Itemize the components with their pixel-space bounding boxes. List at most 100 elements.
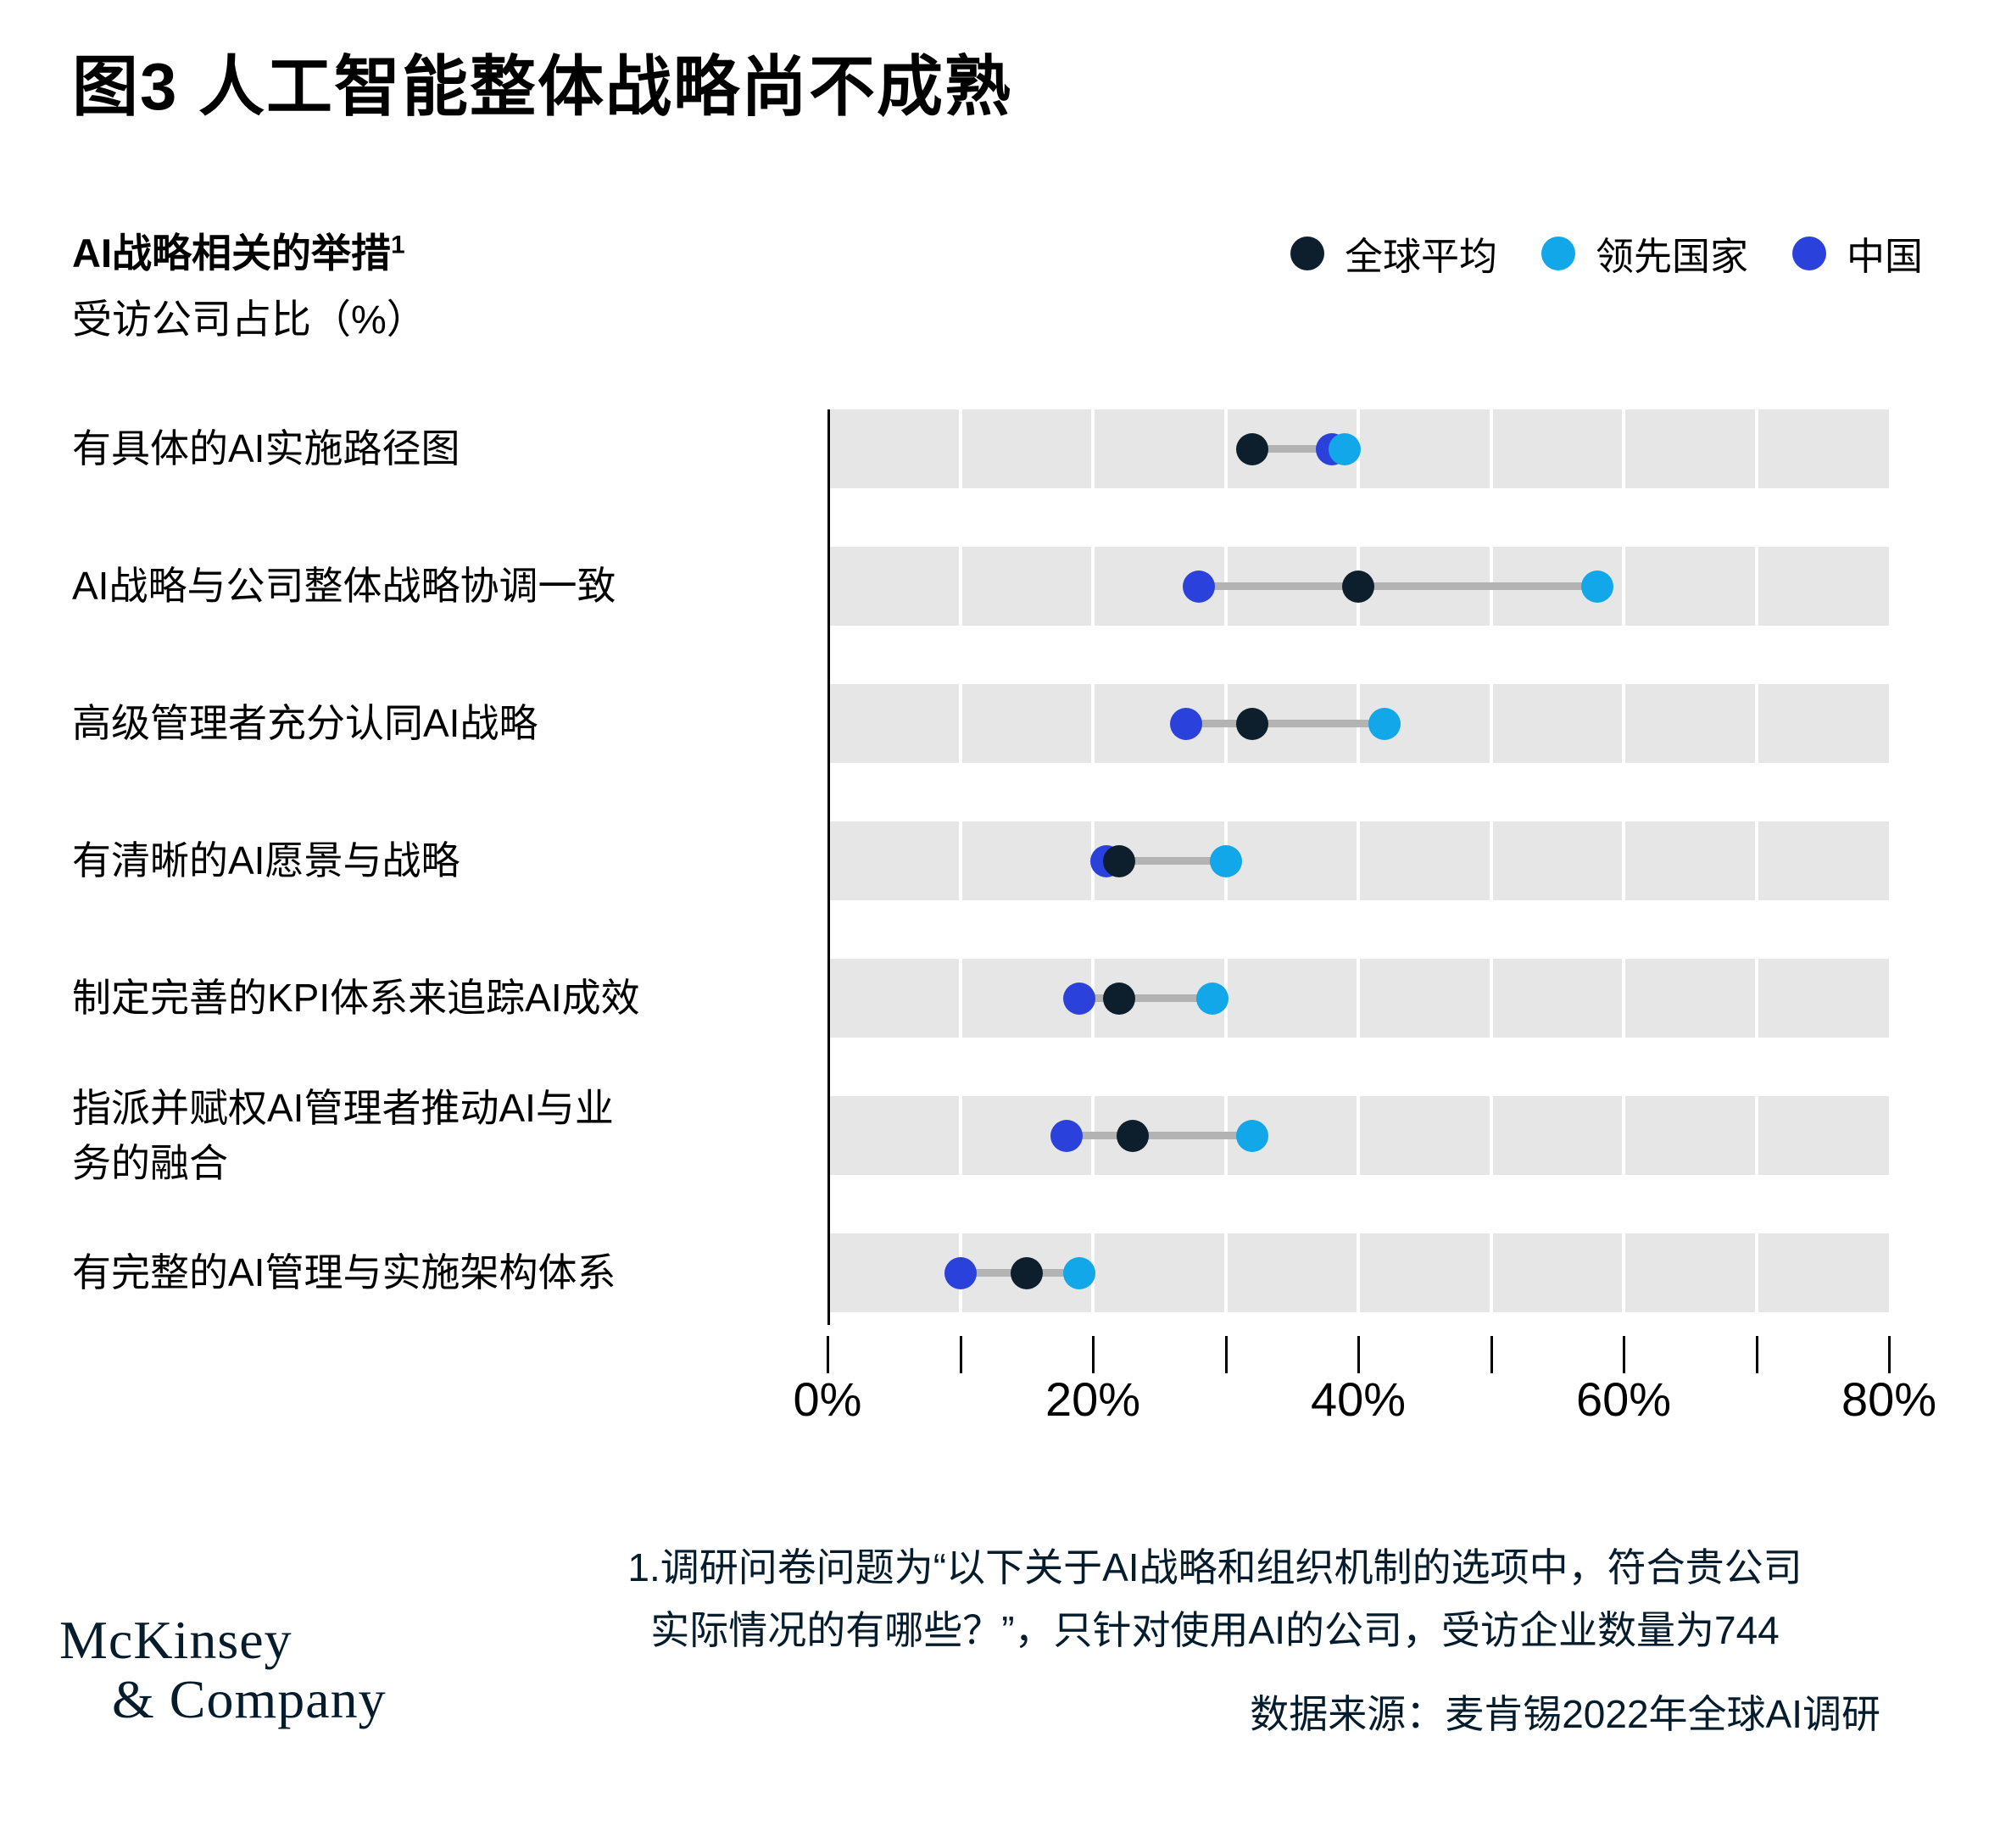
gridline-gap	[1754, 959, 1758, 1038]
data-dot-leading	[1329, 432, 1362, 465]
legend-label-leading: 领先国家	[1595, 235, 1748, 278]
gridline-gap	[958, 1096, 962, 1175]
category-label-line: 有具体的AI实施路径图	[72, 426, 460, 470]
data-dot-global	[1342, 570, 1374, 603]
gridline-gap	[1622, 959, 1625, 1038]
axis-tick-label: 80%	[1841, 1372, 1937, 1426]
gridline-gap	[1357, 821, 1360, 900]
gridline-gap	[1754, 1233, 1758, 1312]
data-dot-leading	[1235, 1119, 1268, 1152]
gridline-gap	[1489, 684, 1493, 763]
gridline-gap	[1622, 821, 1625, 900]
axis-tick	[1888, 1336, 1891, 1373]
chart-subtitle: AI战略相关的举措1	[72, 220, 405, 279]
source-note: 数据来源：麦肯锡2022年全球AI调研	[1250, 1692, 1880, 1736]
data-dot-global	[1235, 432, 1268, 465]
gridline-gap	[1622, 409, 1625, 488]
gridline-gap	[1357, 1096, 1360, 1175]
data-dot-leading	[1195, 982, 1228, 1015]
gridline-gap	[1223, 409, 1228, 488]
plot-area	[827, 409, 1889, 1313]
axis-tick	[827, 1336, 829, 1373]
data-dot-leading	[1368, 707, 1401, 740]
axis-tick	[1357, 1336, 1360, 1373]
axis-tick-label: 40%	[1310, 1372, 1407, 1426]
range-line	[1185, 720, 1385, 727]
gridline-gap	[958, 684, 962, 763]
row-band	[827, 959, 1889, 1038]
category-label: 有具体的AI实施路径图	[72, 421, 818, 476]
gridline-gap	[1754, 684, 1758, 763]
data-dot-leading	[1063, 1256, 1096, 1289]
figure-title: 图3 人工智能整体战略尚不成熟	[72, 49, 1013, 124]
axis-tick	[959, 1336, 962, 1373]
data-dot-leading	[1209, 844, 1242, 877]
gridline-gap	[958, 547, 962, 626]
footnote: 1.调研问卷问题为“以下关于AI战略和组织机制的选项中，符合贵公司 实际情况的有…	[549, 1536, 1880, 1662]
data-dot-global	[1235, 707, 1268, 740]
data-dot-china	[1183, 570, 1216, 603]
data-dot-china	[1050, 1119, 1083, 1152]
axis-tick-label: 60%	[1575, 1372, 1672, 1426]
gridline-gap	[1754, 1096, 1758, 1175]
row-band	[827, 547, 1889, 626]
gridline-gap	[1489, 409, 1493, 488]
gridline-gap	[1223, 1233, 1228, 1312]
gridline-gap	[1754, 547, 1758, 626]
data-dot-leading	[1580, 570, 1613, 603]
legend-dot-global	[1290, 236, 1324, 270]
range-line	[1079, 994, 1212, 1002]
footnote-line-2: 实际情况的有哪些？”，只针对使用AI的公司，受访企业数量为744	[650, 1608, 1780, 1652]
gridline-gap	[1622, 684, 1625, 763]
logo-line-2: & Company	[112, 1669, 387, 1729]
axis-tick	[1092, 1336, 1095, 1373]
range-line	[1066, 1132, 1252, 1139]
category-label-line: 务的融合	[72, 1140, 228, 1185]
category-label-line: 制定完善的KPI体系来追踪AI成效	[72, 976, 640, 1020]
data-dot-global	[1116, 1119, 1149, 1152]
gridline-gap	[1622, 1233, 1625, 1312]
legend-item-china: 中国	[1791, 225, 1923, 281]
mckinsey-logo: McKinsey & Company	[59, 1611, 387, 1729]
gridline-gap	[1091, 684, 1095, 763]
category-label: 制定完善的KPI体系来追踪AI成效	[72, 971, 818, 1026]
gridline-gap	[1622, 1096, 1625, 1175]
gridline-gap	[958, 959, 962, 1038]
gridline-gap	[1091, 409, 1095, 488]
footnote-line-1: 1.调研问卷问题为“以下关于AI战略和组织机制的选项中，符合贵公司	[627, 1545, 1802, 1589]
gridline-gap	[1622, 547, 1625, 626]
data-dot-global	[1103, 982, 1136, 1015]
category-label-line: 有完整的AI管理与实施架构体系	[72, 1250, 616, 1294]
axis-tick	[1490, 1336, 1493, 1373]
category-label-line: 指派并赋权AI管理者推动AI与业	[72, 1085, 614, 1130]
legend-dot-leading	[1540, 236, 1575, 270]
gridline-gap	[1091, 547, 1095, 626]
axis-tick-label: 20%	[1045, 1372, 1141, 1426]
y-axis-line	[827, 409, 830, 1325]
footnote-marker: 1	[391, 231, 405, 259]
gridline-gap	[958, 409, 962, 488]
chart-subtitle-text: AI战略相关的举措	[72, 231, 391, 276]
row-band	[827, 821, 1889, 900]
category-label-line: 有清晰的AI愿景与战略	[72, 838, 460, 882]
gridline-gap	[1489, 1096, 1493, 1175]
axis-tick	[1755, 1336, 1758, 1373]
gridline-gap	[958, 821, 962, 900]
category-label-line: 高级管理者充分认同AI战略	[72, 701, 538, 745]
gridline-gap	[1754, 821, 1758, 900]
gridline-gap	[1357, 959, 1360, 1038]
data-dot-china	[1063, 982, 1096, 1015]
gridline-gap	[1489, 959, 1493, 1038]
legend-item-leading: 领先国家	[1540, 225, 1748, 281]
category-label: AI战略与公司整体战略协调一致	[72, 559, 818, 614]
chart-legend: 全球平均 领先国家 中国	[1290, 225, 1923, 281]
gridline-gap	[1489, 821, 1493, 900]
axis-tick	[1623, 1336, 1625, 1373]
range-line	[1199, 582, 1597, 590]
axis-tick-label: 0%	[793, 1372, 862, 1426]
gridline-gap	[1489, 1233, 1493, 1312]
gridline-gap	[1357, 1233, 1360, 1312]
category-label: 有完整的AI管理与实施架构体系	[72, 1245, 818, 1300]
range-line	[1251, 445, 1346, 453]
